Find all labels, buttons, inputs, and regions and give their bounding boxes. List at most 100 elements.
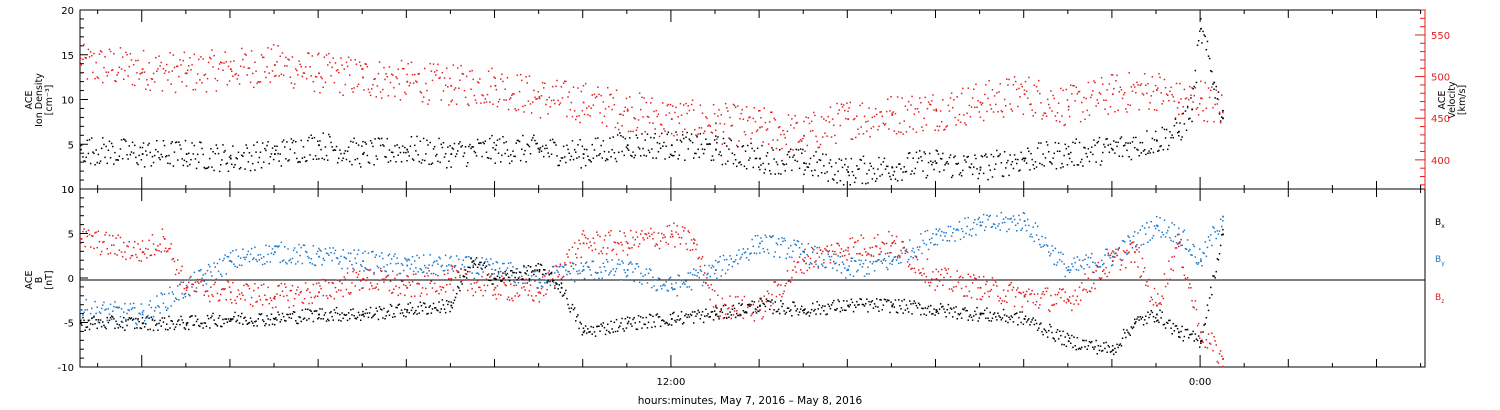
density-series-point bbox=[556, 155, 558, 157]
by-series-point bbox=[839, 256, 842, 258]
top-series bbox=[80, 18, 1224, 186]
density-series-point bbox=[1147, 152, 1149, 154]
bz-series-data-point bbox=[274, 295, 276, 298]
density-series-point bbox=[971, 173, 974, 176]
velocity-series-point bbox=[371, 88, 373, 90]
velocity-series-point bbox=[436, 69, 438, 72]
bz-series-point bbox=[776, 284, 779, 287]
by-series-point bbox=[817, 265, 819, 267]
bz-series-point bbox=[669, 236, 672, 238]
bz-series-point bbox=[870, 255, 872, 257]
by-series-point bbox=[791, 256, 793, 259]
velocity-series-point bbox=[826, 135, 828, 137]
bx-series-point bbox=[114, 327, 116, 330]
velocity-series-point bbox=[457, 67, 459, 69]
by-series-point bbox=[1142, 243, 1145, 245]
bz-series-point bbox=[296, 289, 298, 291]
by-series-point bbox=[551, 265, 554, 268]
by-series-point bbox=[120, 308, 123, 310]
by-series-point bbox=[1076, 256, 1079, 258]
bz-series-point bbox=[1099, 278, 1102, 280]
by-series-point bbox=[1059, 259, 1061, 261]
density-series-point bbox=[511, 160, 513, 162]
bz-series-data-point bbox=[80, 238, 82, 240]
density-series-point bbox=[479, 142, 481, 145]
bz-series-point bbox=[598, 252, 600, 255]
velocity-series-point bbox=[1138, 109, 1140, 111]
bx-series-point bbox=[250, 320, 253, 323]
velocity-series-point bbox=[173, 66, 176, 69]
by-series-point bbox=[1083, 268, 1085, 270]
density-series-point bbox=[732, 162, 735, 165]
by-series-data-point bbox=[670, 286, 673, 289]
density-series-point bbox=[1003, 151, 1006, 153]
by-series-point bbox=[759, 252, 761, 254]
velocity-series-point bbox=[152, 72, 155, 75]
density-series-data-point bbox=[626, 144, 629, 147]
density-series-point bbox=[138, 154, 140, 157]
velocity-series-point bbox=[1130, 86, 1133, 88]
density-series-point bbox=[1042, 153, 1044, 155]
density-series-point bbox=[975, 157, 977, 160]
density-series-data-point bbox=[1111, 148, 1114, 151]
density-series-point bbox=[312, 158, 315, 160]
density-series-point bbox=[94, 164, 96, 166]
bz-series-point bbox=[1055, 302, 1058, 305]
velocity-series-point bbox=[1134, 86, 1136, 88]
density-series-point bbox=[1104, 146, 1106, 148]
velocity-series-point bbox=[911, 95, 913, 98]
by-series-point bbox=[124, 302, 126, 305]
velocity-series-point bbox=[169, 52, 171, 54]
velocity-series-point bbox=[798, 140, 801, 143]
bz-series-point bbox=[112, 235, 114, 237]
velocity-series-point bbox=[532, 101, 534, 103]
bz-series-point bbox=[184, 292, 187, 295]
density-series-point bbox=[890, 178, 892, 181]
bz-series-point bbox=[310, 296, 312, 299]
density-series-data-point bbox=[759, 157, 761, 160]
bx-series-point bbox=[586, 332, 588, 334]
density-series-point bbox=[1018, 170, 1020, 172]
bz-series-point bbox=[959, 275, 962, 278]
velocity-series-point bbox=[700, 127, 703, 129]
density-series-point bbox=[964, 159, 966, 161]
velocity-series-point bbox=[943, 129, 945, 131]
bz-series-point bbox=[709, 298, 711, 301]
by-series-point bbox=[201, 277, 203, 280]
bx-series-point bbox=[150, 316, 153, 318]
velocity-series-point bbox=[771, 111, 773, 113]
by-series-data-point bbox=[582, 269, 585, 271]
by-series-point bbox=[719, 255, 721, 258]
by-series-point bbox=[572, 268, 575, 270]
velocity-series-point bbox=[947, 104, 950, 107]
velocity-series-point bbox=[1104, 108, 1106, 110]
density-series-point bbox=[350, 140, 352, 143]
density-series-point bbox=[1200, 18, 1202, 20]
density-series-point bbox=[80, 145, 82, 147]
by-series-point bbox=[1136, 244, 1138, 246]
velocity-series-point bbox=[189, 57, 191, 59]
velocity-series-point bbox=[1161, 103, 1163, 105]
velocity-series-point bbox=[805, 116, 807, 118]
density-series-point bbox=[306, 160, 308, 162]
density-series-point bbox=[1031, 158, 1033, 161]
velocity-series-point bbox=[786, 130, 789, 132]
density-series-point bbox=[161, 156, 164, 158]
density-series-point bbox=[95, 149, 97, 151]
by-series-point bbox=[341, 267, 343, 270]
velocity-series-point bbox=[638, 92, 641, 94]
by-series-point bbox=[312, 245, 315, 247]
bz-series-point bbox=[879, 247, 881, 250]
by-series-point bbox=[517, 282, 520, 284]
bz-series-point bbox=[837, 243, 839, 245]
velocity-series-point bbox=[1188, 98, 1190, 101]
velocity-series-point bbox=[507, 108, 510, 111]
velocity-series-point bbox=[915, 131, 918, 133]
bz-series-point bbox=[1142, 271, 1145, 273]
density-series-point bbox=[1087, 148, 1090, 150]
by-series-point bbox=[823, 259, 825, 261]
density-tick-label: 0 bbox=[68, 185, 74, 196]
bx-series-point bbox=[249, 317, 252, 319]
by-series-point bbox=[1082, 259, 1084, 262]
by-series-point bbox=[339, 261, 341, 263]
